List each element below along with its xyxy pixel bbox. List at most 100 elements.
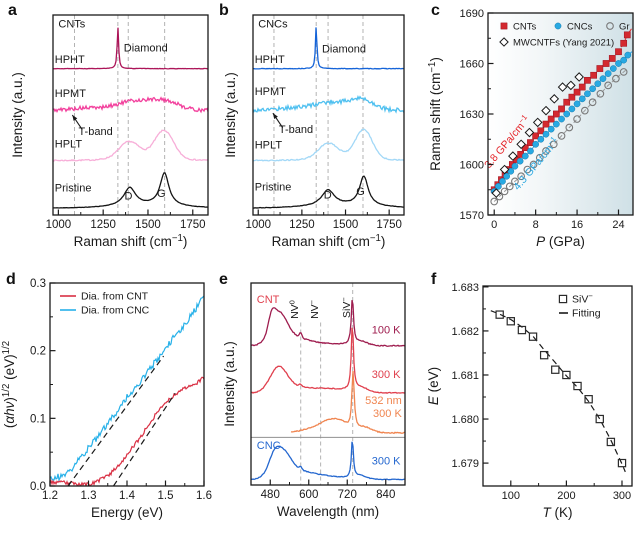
x-axis-title: Wavelength (nm) xyxy=(277,504,379,519)
data-point xyxy=(558,105,565,113)
data-point xyxy=(505,182,514,191)
data-point xyxy=(547,125,555,133)
data-point xyxy=(573,100,581,108)
x-tick-label: 8 xyxy=(533,219,539,231)
plot-label: HPMT xyxy=(55,88,86,100)
x-axis-title: Raman shift (cm−1) xyxy=(272,233,386,249)
data-point xyxy=(568,93,576,101)
y-axis-title: Intensity (a.u.) xyxy=(223,72,238,158)
fit-line xyxy=(113,392,176,486)
data-point xyxy=(517,172,525,181)
panel-letter-b: b xyxy=(219,2,229,19)
panel-d: d Dia. from CNT Dia. from CNC 1.2 1.3 1.4 1.5… xyxy=(0,268,213,536)
data-point xyxy=(549,94,560,104)
data-point xyxy=(532,117,543,128)
data-point xyxy=(537,127,545,135)
data-point xyxy=(539,350,549,360)
legend: CNTs CNCs Gr MWCNTFs (Yang 2021) xyxy=(499,22,630,49)
plot-label: Diamond xyxy=(322,43,366,55)
data-point xyxy=(511,177,519,186)
panel-letter-f: f xyxy=(431,271,437,288)
x-tick-label: 1250 xyxy=(289,219,315,231)
data-point xyxy=(495,310,504,319)
rotated-label: NV0 xyxy=(287,300,301,319)
data-point xyxy=(491,188,502,198)
panel-a: a CNTs HPHT Diamond HPMT T-band HPLT Pristine D… xyxy=(0,0,213,268)
data-point xyxy=(499,177,506,185)
curve-hplt xyxy=(53,129,208,162)
x-tick-label: 16 xyxy=(571,219,583,231)
curve-hpht xyxy=(53,27,208,70)
curve-pristine xyxy=(253,175,404,209)
y-tick-label: 1.682 xyxy=(451,326,479,338)
arrowhead xyxy=(72,115,78,121)
legend-marker xyxy=(606,22,614,30)
plot-label: T-band xyxy=(279,124,313,136)
data-point xyxy=(580,106,589,115)
x-tick-label: 1750 xyxy=(180,219,206,231)
curve-hpht xyxy=(253,27,404,70)
curve-hpmt xyxy=(53,96,208,114)
data-point xyxy=(563,98,571,106)
x-tick-label: 1500 xyxy=(135,219,161,231)
data-point xyxy=(557,132,566,140)
data-point xyxy=(535,153,544,162)
x-tick-label: 200 xyxy=(557,490,575,502)
legend-label: Gr xyxy=(619,22,630,33)
data-point xyxy=(528,332,538,341)
legend-marker xyxy=(558,294,568,304)
data-point xyxy=(608,55,616,62)
curve-100-k xyxy=(251,300,405,347)
y-axis-title: E (eV) xyxy=(426,367,441,405)
data-point xyxy=(594,80,602,88)
plot-label: D xyxy=(324,190,332,202)
data-point xyxy=(563,110,571,118)
data-point xyxy=(490,197,499,206)
data-point xyxy=(573,115,581,123)
plot-label: CNCs xyxy=(258,19,288,31)
axes: 0 8 16 24 1570 1600 1630 1660 1690 P (GPa) Raman s… xyxy=(427,8,634,249)
data-point xyxy=(495,183,502,190)
arrowhead xyxy=(272,113,278,119)
data-point xyxy=(542,147,550,155)
series-mwcntfs-yang-2021- xyxy=(491,72,584,198)
data-point xyxy=(566,80,576,91)
panel-f-plot: SiV− Fitting 100 200 300 1.679 1.680 1.681 1.682… xyxy=(426,282,633,520)
x-tick-label: 1000 xyxy=(46,219,72,231)
rotated-label: SiV− xyxy=(339,297,353,318)
legend-marker xyxy=(500,22,508,30)
curve-cnc-300-k xyxy=(251,441,405,481)
x-tick-label: 1000 xyxy=(245,219,271,231)
legend-marker xyxy=(554,22,562,30)
legend: SiV− Fitting xyxy=(558,292,601,320)
x-axis-title: Energy (eV) xyxy=(91,505,163,520)
data-point xyxy=(541,105,551,116)
plot-label: D xyxy=(124,191,132,203)
plot-label: G xyxy=(356,186,365,198)
data-point xyxy=(599,75,607,83)
legend: Dia. from CNT Dia. from CNC xyxy=(60,291,150,317)
y-tick-label: 1.679 xyxy=(451,458,479,470)
x-tick-label: 24 xyxy=(612,219,624,231)
data-point xyxy=(584,90,591,98)
axes: 480 600 720 840 Wavelength (nm) Intensity (a.… xyxy=(222,282,406,519)
x-axis-title: P (GPa) xyxy=(536,234,585,249)
curve-300-k xyxy=(251,327,405,394)
data-point xyxy=(584,76,591,84)
y-tick-label: 1570 xyxy=(460,210,484,222)
data-point xyxy=(511,162,519,170)
data-point xyxy=(557,82,568,92)
data-point xyxy=(623,31,631,39)
legend-label: Dia. from CNC xyxy=(81,305,150,317)
data-point xyxy=(549,140,558,149)
panel-letter-a: a xyxy=(8,2,17,19)
plot-label: CNTs xyxy=(58,19,85,31)
plot-label: CNT xyxy=(257,294,280,306)
data-point xyxy=(527,147,534,155)
plot-frame xyxy=(252,14,405,216)
data-point xyxy=(553,120,560,128)
x-tick-label: 1.5 xyxy=(158,490,174,502)
